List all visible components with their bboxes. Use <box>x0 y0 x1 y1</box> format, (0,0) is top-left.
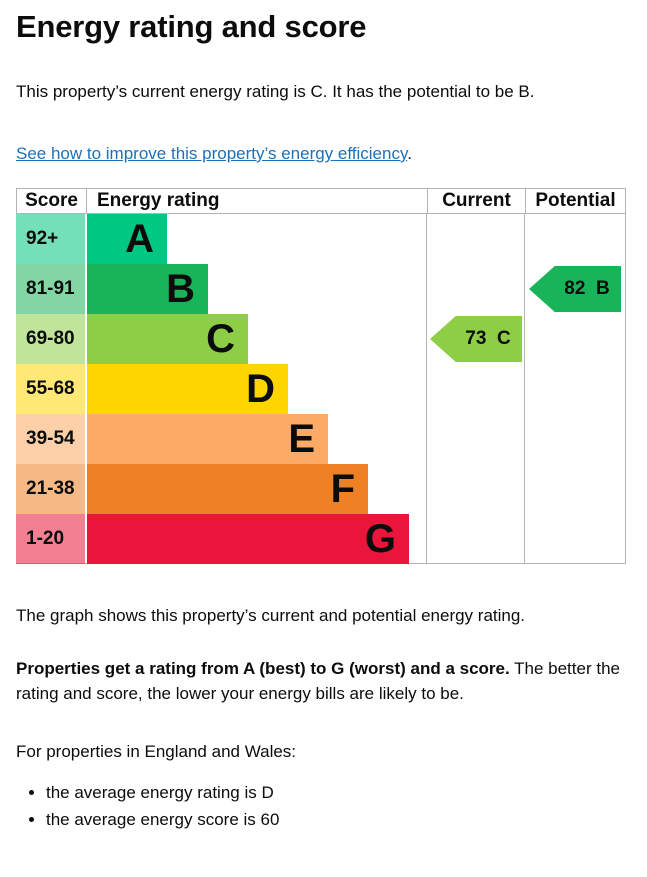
column-header-current: Current <box>428 189 526 213</box>
list-item-average-rating: the average energy rating is D <box>46 780 631 806</box>
rating-bar-c: C <box>87 314 248 364</box>
current-column-divider <box>426 214 427 563</box>
improve-efficiency-link[interactable]: See how to improve this property’s energ… <box>16 144 408 163</box>
column-header-score: Score <box>17 189 87 213</box>
improve-link-line: See how to improve this property’s energ… <box>16 141 631 166</box>
improve-link-period: . <box>407 144 412 163</box>
band-row-g: 1-20 G <box>16 514 625 564</box>
rating-bar-f: F <box>87 464 368 514</box>
list-item-average-score: the average energy score is 60 <box>46 807 631 833</box>
rating-explanation-bold: Properties get a rating from A (best) to… <box>16 659 510 678</box>
score-range-f: 21-38 <box>16 464 85 514</box>
band-row-e: 39-54 E <box>16 414 625 464</box>
score-range-a: 92+ <box>16 214 85 264</box>
score-range-g: 1-20 <box>16 514 85 564</box>
energy-rating-chart: Score Energy rating Current Potential 92… <box>16 188 626 564</box>
regional-averages-list: the average energy rating is D the avera… <box>16 780 631 833</box>
score-range-b: 81-91 <box>16 264 85 314</box>
column-header-potential: Potential <box>535 190 616 211</box>
rating-bar-a: A <box>87 214 167 264</box>
graph-description: The graph shows this property’s current … <box>16 606 526 625</box>
epc-page: Energy rating and score This property’s … <box>0 8 647 833</box>
chart-body: 92+ A 81-91 B 69-80 C 55-68 D 39-54 E 21-38 F 1-20 G … <box>16 214 626 564</box>
rating-bar-g: G <box>87 514 409 564</box>
band-row-c: 69-80 C <box>16 314 625 364</box>
intro-text: This property’s current energy rating is… <box>16 82 535 101</box>
score-range-d: 55-68 <box>16 364 85 414</box>
band-row-d: 55-68 D <box>16 364 625 414</box>
rating-bar-b: B <box>87 264 208 314</box>
band-row-f: 21-38 F <box>16 464 625 514</box>
rating-explanation: Properties get a rating from A (best) to… <box>16 656 631 706</box>
band-row-b: 81-91 B <box>16 264 625 314</box>
band-row-a: 92+ A <box>16 214 625 264</box>
regional-heading: For properties in England and Wales: <box>16 742 297 761</box>
potential-column-divider <box>524 214 525 563</box>
score-range-e: 39-54 <box>16 414 85 464</box>
column-header-energy-rating: Energy rating <box>87 189 428 213</box>
chart-header-row: Score Energy rating Current Potential <box>16 189 626 214</box>
rating-bar-e: E <box>87 414 328 464</box>
rating-bar-d: D <box>87 364 288 414</box>
page-title: Energy rating and score <box>16 9 367 44</box>
rating-explanation-rest: The better the rating and score, the low… <box>16 659 620 703</box>
score-range-c: 69-80 <box>16 314 85 364</box>
